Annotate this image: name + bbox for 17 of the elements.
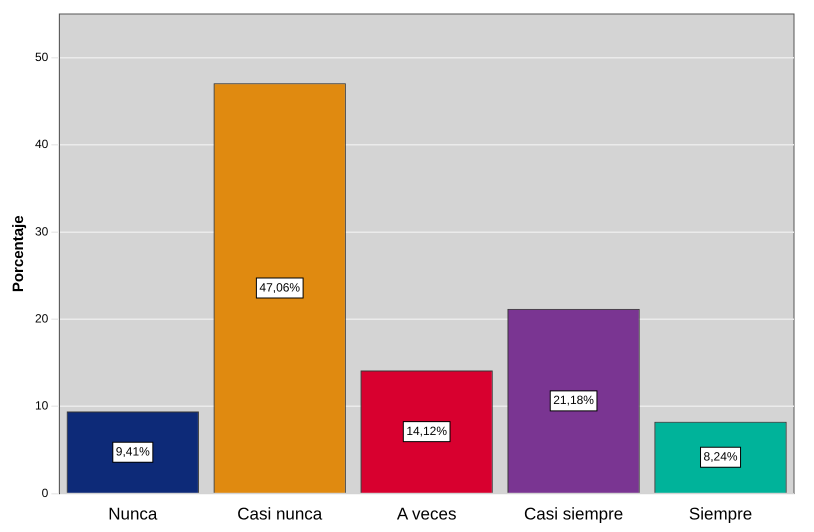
y-tick-label: 20	[34, 312, 49, 326]
data-label: 47,06%	[259, 280, 300, 294]
x-tick-label: Casi siempre	[524, 504, 624, 524]
y-axis-title: Porcentaje	[10, 215, 28, 292]
x-tick-label: Casi nunca	[237, 504, 323, 524]
y-tick-label: 30	[34, 224, 49, 238]
y-tick-label: 40	[34, 137, 49, 152]
x-tick-label: Siempre	[688, 504, 752, 524]
y-tick-label: 50	[34, 50, 49, 64]
data-label: 14,12%	[406, 424, 448, 438]
y-tick-label: 0	[42, 486, 49, 500]
data-label: 8,24%	[704, 450, 738, 464]
data-label: 9,41%	[116, 444, 150, 459]
x-tick-label: Nunca	[108, 504, 158, 524]
y-tick-label: 10	[34, 398, 49, 413]
x-tick-label: A veces	[396, 504, 456, 524]
data-label: 21,18%	[553, 393, 594, 408]
